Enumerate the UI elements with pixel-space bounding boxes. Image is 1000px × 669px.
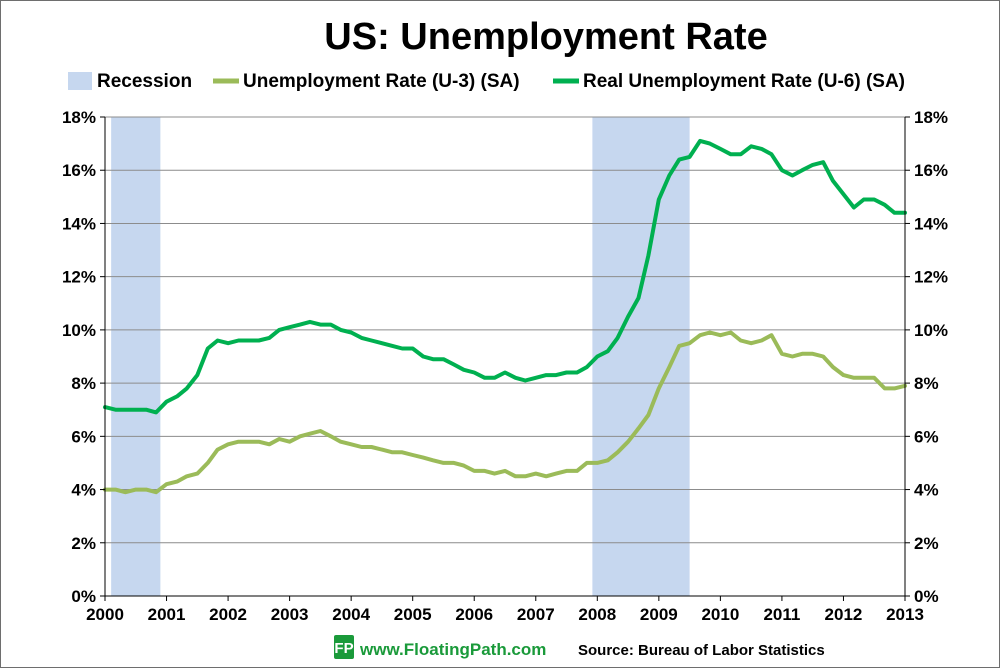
x-tick-label: 2003	[271, 605, 309, 624]
y-tick-label-left: 6%	[71, 427, 96, 446]
x-tick-label: 2012	[825, 605, 863, 624]
y-tick-label-right: 2%	[914, 534, 939, 553]
y-tick-label-left: 14%	[62, 214, 96, 233]
x-tick-label: 2000	[86, 605, 124, 624]
tick-labels: 0% 0% 2% 2% 4% 4% 6% 6% 8% 8% 10% 10% 12% 12% 14% 14% 16…	[62, 108, 948, 624]
x-tick-label: 2005	[394, 605, 432, 624]
recession-band	[111, 117, 161, 596]
legend: Recession Unemployment Rate (U-3) (SA) R…	[68, 71, 905, 92]
svg-text:FP: FP	[334, 640, 353, 657]
x-tick-label: 2007	[517, 605, 555, 624]
x-tick-label: 2011	[763, 605, 800, 624]
y-tick-label-left: 10%	[62, 321, 96, 340]
series-line-u3	[103, 330, 907, 495]
series-lines	[103, 138, 907, 495]
series-line-u6	[103, 138, 907, 415]
y-tick-label-right: 4%	[914, 481, 939, 500]
y-tick-label-right: 10%	[914, 321, 948, 340]
y-tick-label-right: 12%	[914, 268, 948, 287]
y-tick-label-left: 12%	[62, 268, 96, 287]
gridlines	[105, 116, 905, 544]
y-tick-label-right: 0%	[914, 587, 939, 606]
chart-title: US: Unemployment Rate	[324, 16, 767, 58]
x-tick-label: 2004	[332, 605, 370, 624]
y-tick-label-left: 2%	[71, 534, 96, 553]
footer-url: www.FloatingPath.com	[359, 640, 546, 659]
x-tick-label: 2001	[148, 605, 186, 624]
x-tick-label: 2002	[209, 605, 247, 624]
y-tick-label-left: 0%	[71, 587, 96, 606]
x-tick-label: 2006	[455, 605, 493, 624]
y-tick-label-left: 18%	[62, 108, 96, 127]
axes	[100, 116, 910, 601]
y-tick-label-left: 8%	[71, 374, 96, 393]
footer-source: Source: Bureau of Labor Statistics	[578, 642, 825, 659]
y-tick-label-left: 4%	[71, 481, 96, 500]
y-tick-label-right: 14%	[914, 214, 948, 233]
x-tick-label: 2009	[640, 605, 678, 624]
x-tick-label: 2010	[701, 605, 739, 624]
x-tick-label: 2013	[886, 605, 924, 624]
legend-label-u3: Unemployment Rate (U-3) (SA)	[243, 71, 520, 92]
y-tick-label-right: 18%	[914, 108, 948, 127]
y-tick-label-right: 16%	[914, 161, 948, 180]
y-tick-label-right: 8%	[914, 374, 939, 393]
x-tick-label: 2008	[578, 605, 616, 624]
legend-label-u6: Real Unemployment Rate (U-6) (SA)	[583, 71, 905, 92]
y-tick-label-left: 16%	[62, 161, 96, 180]
footer: FP www.FloatingPath.com Source: Bureau o…	[334, 635, 825, 659]
y-tick-label-right: 6%	[914, 427, 939, 446]
legend-swatch-recession	[68, 72, 92, 90]
recession-bands	[111, 117, 690, 596]
floatingpath-logo: FP	[334, 635, 354, 659]
legend-label-recession: Recession	[97, 71, 192, 92]
